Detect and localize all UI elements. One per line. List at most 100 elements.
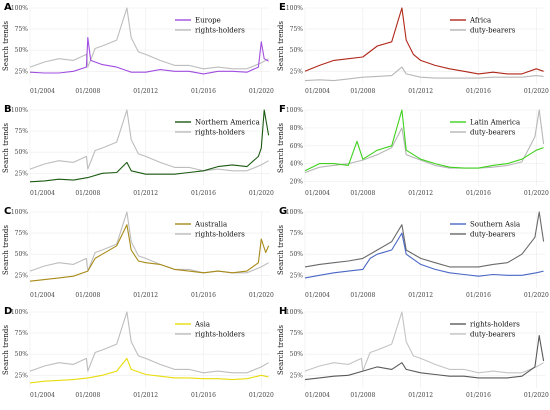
x-tick-label: 01/2016: [466, 292, 491, 299]
x-tick-label: 01/2012: [133, 392, 158, 399]
y-tick-label: 25%: [15, 170, 29, 177]
x-tick-label: 01/2004: [30, 392, 55, 399]
x-tick-label: 01/2008: [350, 88, 375, 95]
y-axis-label: Search trends: [277, 225, 285, 275]
x-tick-label: 01/2004: [30, 88, 55, 95]
panel-label: C: [4, 206, 11, 217]
x-tick-label: 01/2004: [30, 292, 55, 299]
series-line-duty-bearers: [304, 66, 544, 82]
y-tick-label: 75%: [15, 230, 29, 237]
x-tick-label: 01/2008: [350, 190, 375, 197]
x-tick-label: 01/2016: [466, 190, 491, 197]
legend-label: duty-bearers: [470, 129, 516, 137]
legend-label: rights-holders: [195, 331, 245, 339]
y-tick-label: 50%: [290, 351, 304, 358]
y-tick-label: 50%: [15, 351, 29, 358]
series-line-northern-america: [29, 109, 270, 183]
series-line-rights-holders: [29, 109, 269, 172]
x-tick-label: 01/2004: [305, 190, 330, 197]
x-tick-label: 01/2020: [249, 292, 274, 299]
x-tick-label: 01/2004: [305, 292, 330, 299]
y-tick-label: 25%: [15, 68, 29, 75]
y-tick-label: 40%: [290, 161, 304, 168]
x-tick-label: 01/2016: [191, 190, 216, 197]
y-tick-label: 100%: [11, 5, 28, 12]
panel-d: 25% 50% 75% 100% 01/2004 01/2008 01/2012 01/201…: [2, 306, 274, 399]
x-tick-label: 01/2012: [408, 88, 433, 95]
legend-label: Asia: [194, 321, 210, 329]
panel-b: 25% 50% 75% 100% 01/2004 01/2008 01/2012 01/201…: [2, 104, 274, 197]
legend-label: Latin America: [470, 119, 520, 127]
x-tick-label: 01/2008: [75, 392, 100, 399]
y-tick-label: 100%: [286, 5, 303, 12]
y-tick-label: 100%: [11, 309, 28, 316]
y-tick-label: 25%: [290, 272, 304, 279]
x-tick-label: 01/2016: [191, 88, 216, 95]
legend-label: Australia: [194, 221, 227, 229]
x-tick-label: 01/2016: [191, 392, 216, 399]
y-tick-label: 100%: [11, 209, 28, 216]
x-tick-label: 01/2020: [524, 88, 549, 95]
y-axis-label: Search trends: [2, 325, 10, 375]
y-axis-label: Search trends: [277, 123, 285, 173]
x-tick-label: 01/2012: [133, 292, 158, 299]
panel-label: F: [279, 104, 286, 115]
x-tick-label: 01/2020: [249, 190, 274, 197]
y-tick-label: 50%: [290, 251, 304, 258]
legend-label: Europe: [195, 17, 221, 25]
x-tick-label: 01/2012: [408, 392, 433, 399]
y-tick-label: 25%: [290, 372, 304, 379]
series-line-rights-holders: [29, 211, 269, 274]
x-tick-label: 01/2012: [408, 190, 433, 197]
panel-h: 25% 50% 75% 100% 01/2004 01/2008 01/2012 01/201…: [277, 306, 549, 399]
y-tick-label: 75%: [15, 128, 29, 135]
x-tick-label: 01/2020: [524, 190, 549, 197]
y-tick-label: 25%: [15, 272, 29, 279]
y-axis-label: Search trends: [2, 21, 10, 71]
legend-label: Africa: [469, 17, 491, 25]
y-tick-label: 75%: [290, 26, 304, 33]
x-tick-label: 01/2020: [524, 292, 549, 299]
legend-label: duty-bearers: [470, 27, 516, 35]
panel-label: A: [4, 2, 12, 13]
y-axis-label: Search trends: [2, 225, 10, 275]
x-tick-label: 01/2004: [305, 392, 330, 399]
series-line-rights-holders: [29, 311, 269, 374]
series-line-australia: [29, 224, 270, 282]
panel-label: B: [4, 104, 12, 115]
x-tick-label: 01/2008: [75, 88, 100, 95]
x-tick-label: 01/2012: [133, 88, 158, 95]
y-tick-label: 100%: [286, 107, 303, 114]
series-line-rights-holders: [304, 335, 545, 381]
x-tick-label: 01/2020: [524, 392, 549, 399]
x-tick-label: 01/2008: [350, 392, 375, 399]
x-tick-label: 01/2020: [249, 88, 274, 95]
y-tick-label: 50%: [290, 47, 304, 54]
panel-f: 20% 40% 60% 80% 100% 01/2004 01/2008 01/2012 01/…: [277, 104, 549, 197]
panel-e: 25% 50% 75% 100% 01/2004 01/2008 01/2012 01/201…: [277, 2, 549, 95]
x-tick-label: 01/2008: [75, 190, 100, 197]
y-tick-label: 100%: [11, 107, 28, 114]
y-tick-label: 75%: [290, 230, 304, 237]
x-tick-label: 01/2020: [249, 392, 274, 399]
y-axis-label: Search trends: [277, 21, 285, 71]
x-tick-label: 01/2016: [466, 88, 491, 95]
y-tick-label: 75%: [15, 26, 29, 33]
legend-label: rights-holders: [195, 129, 245, 137]
series-line-latin-america: [304, 109, 544, 172]
x-tick-label: 01/2012: [408, 292, 433, 299]
y-tick-label: 100%: [286, 209, 303, 216]
series-line-rights-holders: [29, 7, 269, 70]
y-tick-label: 50%: [15, 251, 29, 258]
y-tick-label: 60%: [290, 143, 304, 150]
legend-label: rights-holders: [195, 231, 245, 239]
series-line-europe: [29, 37, 269, 75]
series-line-asia: [29, 357, 269, 384]
x-tick-label: 01/2012: [133, 190, 158, 197]
y-tick-label: 25%: [15, 372, 29, 379]
y-tick-label: 25%: [290, 68, 304, 75]
legend-label: rights-holders: [470, 321, 520, 329]
panel-label: H: [279, 306, 287, 317]
legend-label: rights-holders: [195, 27, 245, 35]
